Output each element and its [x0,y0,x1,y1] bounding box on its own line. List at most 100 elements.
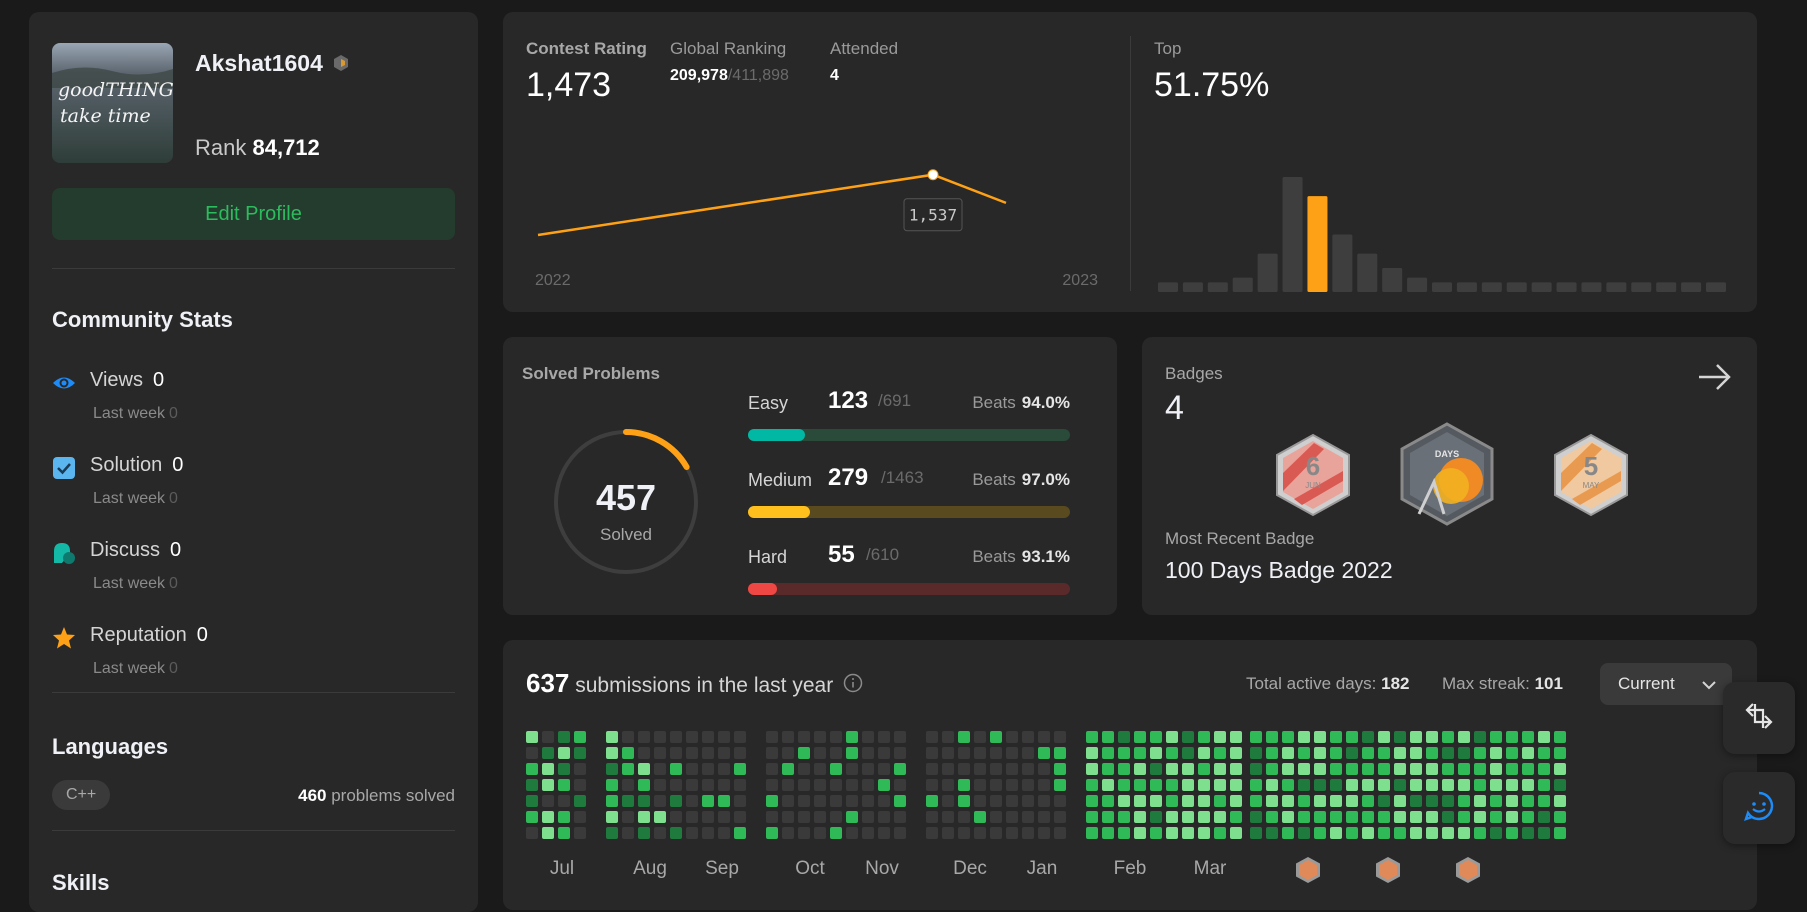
heatmap-cell[interactable] [1250,747,1262,759]
heatmap-cell[interactable] [558,763,570,775]
heatmap-cell[interactable] [574,795,586,807]
heatmap-cell[interactable] [894,763,906,775]
distribution-bar[interactable] [1307,196,1328,292]
heatmap-cell[interactable] [1298,747,1310,759]
heatmap-cell[interactable] [542,747,554,759]
heatmap-cell[interactable] [526,827,538,839]
rating-distribution-chart[interactable] [1158,162,1728,295]
heatmap-cell[interactable] [1474,779,1486,791]
heatmap-cell[interactable] [1362,731,1374,743]
heatmap-cell[interactable] [1150,779,1162,791]
heatmap-cell[interactable] [638,827,650,839]
heatmap-cell[interactable] [1442,763,1454,775]
heatmap-cell[interactable] [654,795,666,807]
distribution-bar[interactable] [1232,277,1253,292]
heatmap-cell[interactable] [1282,811,1294,823]
heatmap-cell[interactable] [846,747,858,759]
heatmap-cell[interactable] [1118,827,1130,839]
heatmap-cell[interactable] [1522,779,1534,791]
heatmap-cell[interactable] [718,779,730,791]
heatmap-cell[interactable] [1458,747,1470,759]
heatmap-cell[interactable] [990,795,1002,807]
heatmap-cell[interactable] [1102,811,1114,823]
heatmap-cell[interactable] [766,731,778,743]
heatmap-cell[interactable] [1054,795,1066,807]
heatmap-cell[interactable] [862,731,874,743]
heatmap-cell[interactable] [670,827,682,839]
heatmap-cell[interactable] [990,779,1002,791]
heatmap-cell[interactable] [1330,747,1342,759]
heatmap-cell[interactable] [926,827,938,839]
heatmap-cell[interactable] [958,747,970,759]
heatmap-cell[interactable] [1150,811,1162,823]
heatmap-cell[interactable] [1006,747,1018,759]
heatmap-cell[interactable] [734,763,746,775]
switch-button[interactable] [1723,682,1795,754]
heatmap-cell[interactable] [702,747,714,759]
heatmap-cell[interactable] [638,779,650,791]
heatmap-cell[interactable] [958,731,970,743]
heatmap-cell[interactable] [958,779,970,791]
heatmap-cell[interactable] [1490,763,1502,775]
heatmap-cell[interactable] [1214,747,1226,759]
heatmap-cell[interactable] [1410,795,1422,807]
heatmap-cell[interactable] [798,795,810,807]
badge-may[interactable]: 5 MAY [1552,433,1630,517]
heatmap-cell[interactable] [638,795,650,807]
heatmap-cell[interactable] [1506,763,1518,775]
heatmap-cell[interactable] [574,763,586,775]
heatmap-cell[interactable] [526,747,538,759]
heatmap-cell[interactable] [1118,731,1130,743]
heatmap-cell[interactable] [734,827,746,839]
heatmap-cell[interactable] [942,795,954,807]
heatmap-cell[interactable] [1102,747,1114,759]
heatmap-cell[interactable] [1554,747,1566,759]
heatmap-cell[interactable] [1362,811,1374,823]
heatmap-cell[interactable] [1538,747,1550,759]
heatmap-cell[interactable] [1522,795,1534,807]
heatmap-cell[interactable] [558,731,570,743]
heatmap-cell[interactable] [734,779,746,791]
heatmap-cell[interactable] [1282,795,1294,807]
heatmap-cell[interactable] [606,747,618,759]
heatmap-cell[interactable] [1182,795,1194,807]
heatmap-cell[interactable] [1038,811,1050,823]
heatmap-cell[interactable] [1198,763,1210,775]
heatmap-cell[interactable] [1250,731,1262,743]
heatmap-cell[interactable] [1314,811,1326,823]
heatmap-cell[interactable] [1086,827,1098,839]
month-badge-icon[interactable] [1295,856,1321,884]
heatmap-cell[interactable] [878,827,890,839]
heatmap-cell[interactable] [1182,747,1194,759]
heatmap-cell[interactable] [894,779,906,791]
heatmap-cell[interactable] [974,795,986,807]
heatmap-cell[interactable] [942,747,954,759]
heatmap-cell[interactable] [1298,795,1310,807]
heatmap-cell[interactable] [1426,763,1438,775]
distribution-bar[interactable] [1656,282,1677,292]
heatmap-cell[interactable] [830,731,842,743]
heatmap-cell[interactable] [1362,795,1374,807]
heatmap-cell[interactable] [766,827,778,839]
heatmap-cell[interactable] [1538,779,1550,791]
distribution-bar[interactable] [1207,282,1228,292]
heatmap-cell[interactable] [1214,811,1226,823]
heatmap-cell[interactable] [1426,827,1438,839]
heatmap-cell[interactable] [1166,827,1178,839]
heatmap-cell[interactable] [1022,731,1034,743]
heatmap-cell[interactable] [1314,779,1326,791]
heatmap-cell[interactable] [1442,731,1454,743]
heatmap-cell[interactable] [782,779,794,791]
heatmap-cell[interactable] [1298,763,1310,775]
heatmap-cell[interactable] [974,731,986,743]
heatmap-cell[interactable] [926,747,938,759]
heatmap-cell[interactable] [990,827,1002,839]
heatmap-cell[interactable] [814,747,826,759]
heatmap-cell[interactable] [846,731,858,743]
month-badge-icon[interactable] [1455,856,1481,884]
heatmap-cell[interactable] [766,811,778,823]
heatmap-cell[interactable] [1426,779,1438,791]
distribution-bar[interactable] [1705,282,1726,292]
heatmap-cell[interactable] [542,811,554,823]
heatmap-cell[interactable] [990,811,1002,823]
